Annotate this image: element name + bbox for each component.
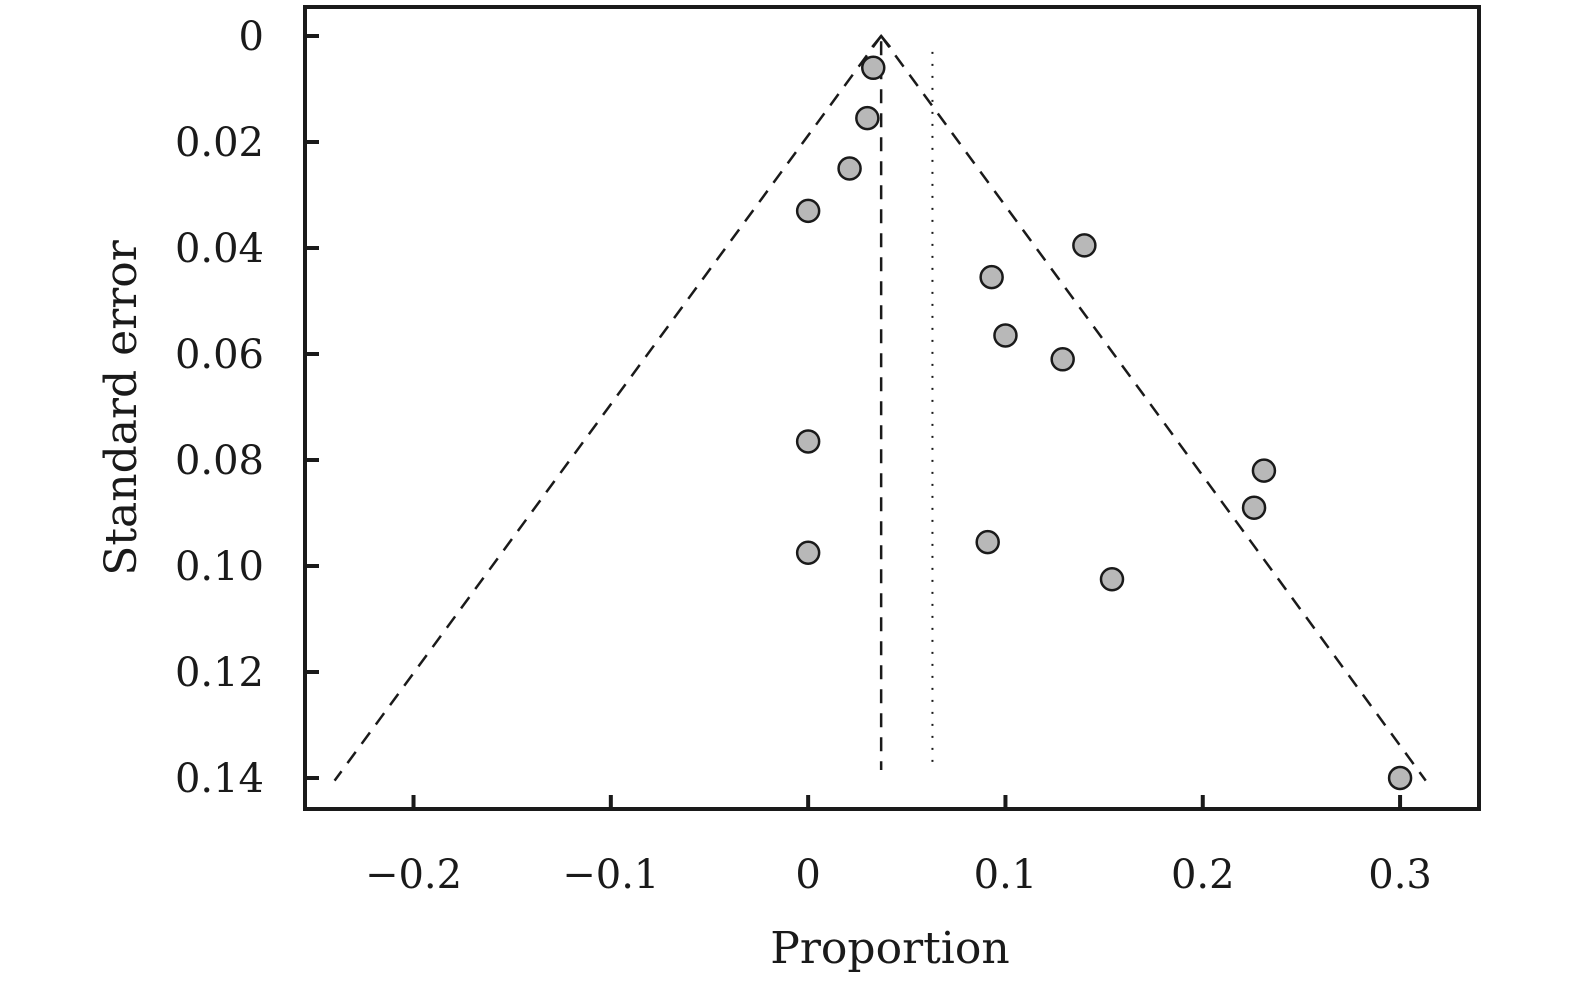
x-axis: −0.2 −0.1 0 0.1 0.2 0.3 bbox=[365, 795, 1432, 898]
x-tick-label: 0 bbox=[795, 852, 820, 898]
x-tick-label: 0.3 bbox=[1368, 852, 1432, 898]
y-tick-label: 0.02 bbox=[175, 120, 264, 166]
x-axis-title: Proportion bbox=[770, 923, 1009, 974]
data-point bbox=[795, 429, 821, 454]
y-tick-label: 0.04 bbox=[175, 226, 264, 272]
y-tick-label: 0.14 bbox=[175, 756, 264, 802]
data-point bbox=[1050, 347, 1075, 372]
data-point bbox=[1099, 567, 1125, 592]
y-tick-label: 0.06 bbox=[175, 332, 264, 378]
y-axis-title: Standard error bbox=[96, 239, 147, 576]
funnel-line-right bbox=[880, 35, 1427, 782]
data-point bbox=[1387, 765, 1413, 791]
data-point bbox=[837, 156, 862, 181]
data-points bbox=[795, 55, 1413, 791]
funnel-lines bbox=[333, 34, 1427, 782]
data-point bbox=[975, 529, 1000, 555]
x-tick-label: −0.1 bbox=[562, 852, 659, 898]
data-point bbox=[855, 105, 880, 131]
data-point bbox=[993, 323, 1018, 348]
x-tick-label: −0.2 bbox=[365, 852, 462, 898]
y-tick-label: 0.08 bbox=[175, 438, 264, 484]
x-tick-label: 0.1 bbox=[974, 852, 1038, 898]
y-tick-label: 0.10 bbox=[175, 544, 264, 590]
funnel-line-left bbox=[333, 35, 883, 782]
funnel-apex-mark bbox=[871, 34, 892, 48]
x-tick-label: 0.2 bbox=[1171, 852, 1235, 898]
plot-frame bbox=[303, 5, 1481, 811]
data-point bbox=[861, 55, 886, 81]
y-axis: 0 0.02 0.04 0.06 0.08 0.10 0.12 0.14 bbox=[175, 14, 319, 802]
data-point bbox=[1072, 233, 1097, 258]
y-tick-label: 0 bbox=[239, 14, 264, 60]
data-point bbox=[1241, 495, 1267, 520]
data-point bbox=[795, 198, 821, 224]
data-point bbox=[795, 540, 821, 565]
y-tick-label: 0.12 bbox=[175, 650, 264, 696]
data-point bbox=[1251, 458, 1277, 483]
data-point bbox=[979, 264, 1004, 290]
